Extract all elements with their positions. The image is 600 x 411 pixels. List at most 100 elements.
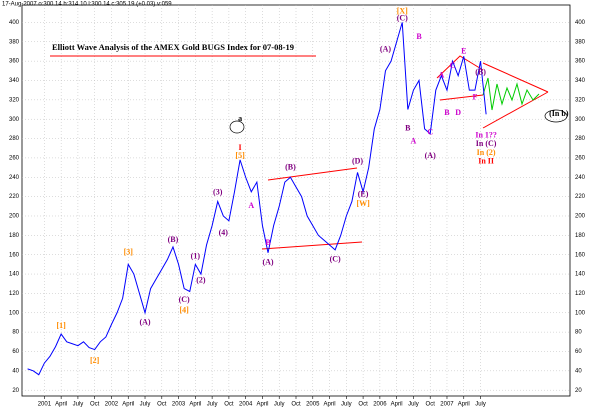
wave-label: (B)	[475, 68, 486, 77]
wave-top	[436, 55, 484, 79]
y-tick-label: 360	[9, 59, 20, 65]
x-tick-label: Oct	[358, 402, 368, 408]
circle-in-b	[544, 109, 568, 123]
channel-top	[267, 167, 358, 181]
wave-label: (B)	[285, 162, 296, 171]
projection	[482, 77, 540, 111]
y-tick-label-right: 40	[575, 368, 582, 374]
y-tick-label: 180	[9, 233, 20, 239]
circle-a	[229, 120, 245, 134]
x-tick-label: April	[256, 402, 268, 408]
y-tick-label: 260	[9, 155, 20, 161]
y-tick-label-right: 280	[575, 136, 586, 142]
x-tick-label: April	[391, 402, 403, 408]
y-tick-label: 80	[12, 330, 19, 336]
wave-label: [1]	[56, 321, 66, 330]
channel-bottom	[261, 241, 363, 250]
header: 17-Aug-2007 o:300.14 h:314.10 l:300.14 c…	[2, 2, 172, 8]
wave-label: (C)	[179, 295, 190, 304]
wave-label: B	[444, 108, 450, 117]
wave-label: (A)	[139, 317, 150, 326]
x-tick-label: July	[140, 402, 151, 408]
x-tick-label: 2007	[440, 402, 454, 408]
y-tick-label-right: 140	[575, 272, 586, 278]
wave-label: (4)	[219, 228, 229, 237]
wave-label: (3)	[213, 188, 223, 197]
x-tick-label: Oct	[157, 402, 167, 408]
wave-label: [W]	[356, 199, 370, 208]
y-tick-label-right: 200	[575, 214, 586, 220]
x-tick-label: July	[408, 402, 419, 408]
wave-label: [X]	[397, 7, 408, 16]
x-tick-label: 2001	[38, 402, 52, 408]
x-tick-label: Oct	[426, 402, 436, 408]
y-tick-label-right: 260	[575, 155, 586, 161]
wave-label: F	[472, 93, 477, 102]
x-tick-label: July	[274, 402, 285, 408]
x-tick-label: 2006	[373, 402, 387, 408]
y-tick-label: 160	[9, 252, 20, 258]
wave-label: [4]	[179, 306, 189, 315]
x-tick-label: Oct	[291, 402, 301, 408]
x-tick-label: July	[341, 402, 352, 408]
y-tick-label: 100	[9, 310, 20, 316]
x-tick-label: April	[458, 402, 470, 408]
y-tick-label: 320	[9, 97, 20, 103]
y-tick-label-right: 400	[575, 20, 586, 26]
y-tick-label-right: 220	[575, 194, 586, 200]
triangle-top	[482, 62, 549, 93]
y-tick-label-right: 180	[575, 233, 586, 239]
y-tick-label-right: 320	[575, 97, 586, 103]
y-tick-label: 400	[9, 20, 20, 26]
price-line	[27, 22, 487, 376]
x-tick-label: 2005	[306, 402, 320, 408]
wave-label: (In b)	[549, 109, 569, 118]
y-tick-label: 60	[12, 349, 19, 355]
chart-title: Elliott Wave Analysis of the AMEX Gold B…	[52, 42, 294, 52]
wave-label: (C)	[397, 13, 408, 22]
y-tick-label-right: 120	[575, 291, 586, 297]
x-tick-label: Oct	[90, 402, 100, 408]
y-tick-label: 20	[12, 388, 19, 394]
y-tick-label-right: 380	[575, 39, 586, 45]
wave-label: A	[411, 136, 417, 145]
wave-label: A	[438, 70, 444, 79]
x-tick-label: July	[73, 402, 84, 408]
wave-label: B	[416, 32, 422, 41]
y-tick-label-right: 60	[575, 349, 582, 355]
wave-label: (2)	[196, 276, 206, 285]
wave-label: (C)	[330, 254, 341, 263]
y-tick-label: 380	[9, 39, 20, 45]
x-tick-label: April	[189, 402, 201, 408]
y-tick-label: 120	[9, 291, 20, 297]
wave-label: (A)	[380, 44, 391, 53]
y-tick-label-right: 80	[575, 330, 582, 336]
wave-label: E	[461, 46, 466, 55]
x-tick-label: April	[324, 402, 336, 408]
y-tick-label-right: 160	[575, 252, 586, 258]
wave-label: D	[455, 108, 461, 117]
y-tick-label: 340	[9, 78, 20, 84]
y-tick-label-right: 240	[575, 175, 586, 181]
wave-label: [2]	[90, 356, 100, 365]
x-tick-label: April	[55, 402, 67, 408]
y-tick-label-right: 360	[575, 59, 586, 65]
wave-label: In (2)	[477, 148, 496, 157]
wave-label: (1)	[191, 251, 201, 260]
y-tick-label-right: 340	[575, 78, 586, 84]
x-tick-label: 2004	[239, 402, 253, 408]
wave-label: (B)	[168, 235, 179, 244]
wave-label: (E)	[358, 190, 369, 199]
wave-label: [5]	[235, 151, 245, 160]
x-tick-label: 2003	[172, 402, 186, 408]
y-tick-label: 300	[9, 117, 20, 123]
wave-label: (D)	[352, 157, 363, 166]
wave-label: (A)	[425, 151, 436, 160]
y-tick-label: 200	[9, 214, 20, 220]
x-tick-label: April	[122, 402, 134, 408]
wave-label: B	[405, 124, 411, 133]
y-tick-label: 280	[9, 136, 20, 142]
wave-label: I	[239, 143, 242, 152]
y-tick-label: 40	[12, 368, 19, 374]
